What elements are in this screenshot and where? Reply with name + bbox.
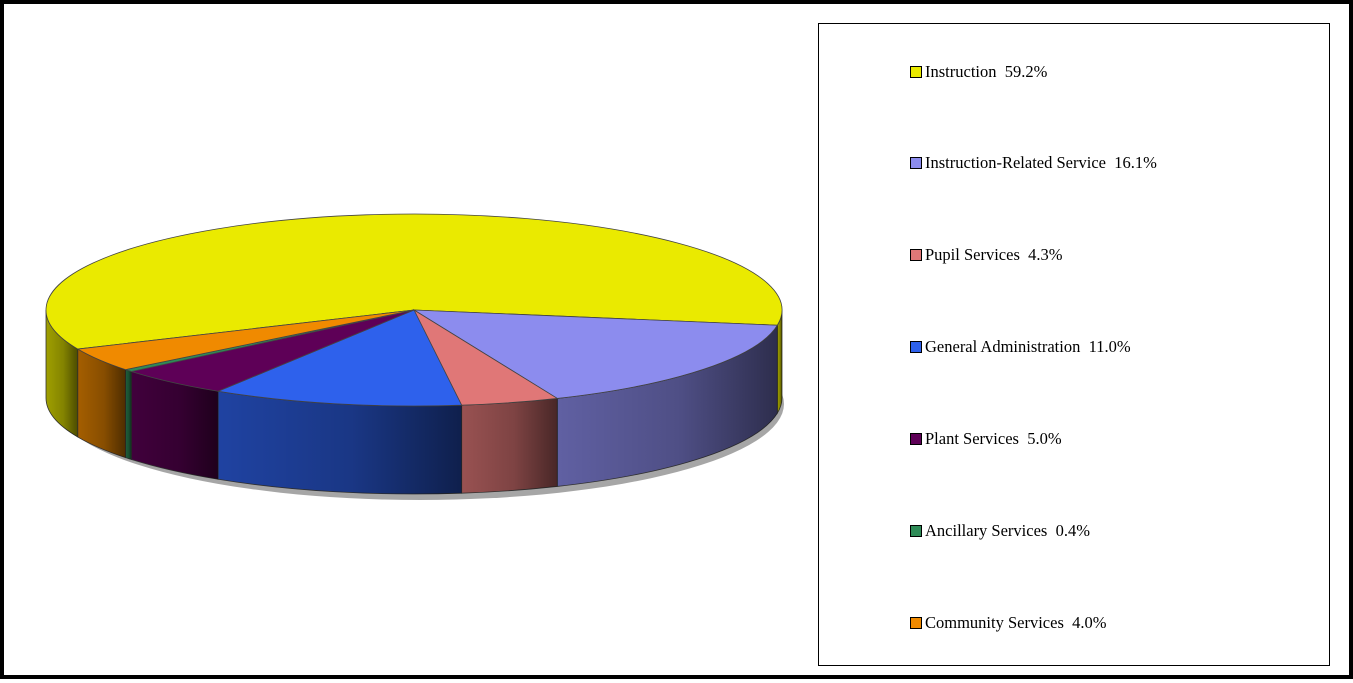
pie-side-ancillary-services bbox=[125, 369, 132, 461]
legend-label-plant-services: Plant Services 5.0% bbox=[925, 429, 1062, 448]
pie-side-instruction bbox=[776, 309, 783, 415]
pie-slice-instruction bbox=[45, 213, 783, 350]
legend-item-instruction-related-service: Instruction-Related Service 16.1% bbox=[910, 153, 1157, 173]
legend-label-pupil-services: Pupil Services 4.3% bbox=[925, 245, 1063, 264]
legend-item-instruction: Instruction 59.2% bbox=[910, 62, 1047, 82]
legend-swatch-general-administration bbox=[910, 341, 922, 353]
legend-label-general-administration: General Administration 11.0% bbox=[925, 337, 1131, 356]
pie-slice-instruction-related-service bbox=[412, 309, 779, 399]
legend-item-community-services: Community Services 4.0% bbox=[910, 613, 1106, 633]
chart-legend: Instruction 59.2% Instruction-Related Se… bbox=[818, 23, 1330, 666]
pie-slice-general-administration bbox=[216, 309, 463, 407]
pie-side-pupil-services bbox=[461, 397, 558, 494]
legend-item-pupil-services: Pupil Services 4.3% bbox=[910, 245, 1063, 265]
legend-label-instruction: Instruction 59.2% bbox=[925, 62, 1048, 81]
legend-swatch-pupil-services bbox=[910, 249, 922, 261]
pie-side-general-administration bbox=[217, 390, 463, 495]
pie-chart bbox=[45, 213, 784, 500]
legend-swatch-ancillary-services bbox=[910, 525, 922, 537]
legend-label-instruction-related-service: Instruction-Related Service 16.1% bbox=[925, 153, 1157, 172]
legend-item-general-administration: General Administration 11.0% bbox=[910, 337, 1131, 357]
legend-swatch-instruction-related-service bbox=[910, 157, 922, 169]
legend-label-ancillary-services: Ancillary Services 0.4% bbox=[925, 521, 1090, 540]
pie-side-community-services bbox=[77, 348, 127, 459]
pie-slice-community-services bbox=[76, 309, 415, 371]
legend-item-plant-services: Plant Services 5.0% bbox=[910, 429, 1062, 449]
legend-swatch-instruction bbox=[910, 66, 922, 78]
legend-item-ancillary-services: Ancillary Services 0.4% bbox=[910, 521, 1090, 541]
legend-swatch-community-services bbox=[910, 617, 922, 629]
legend-swatch-plant-services bbox=[910, 433, 922, 445]
legend-label-community-services: Community Services 4.0% bbox=[925, 613, 1107, 632]
